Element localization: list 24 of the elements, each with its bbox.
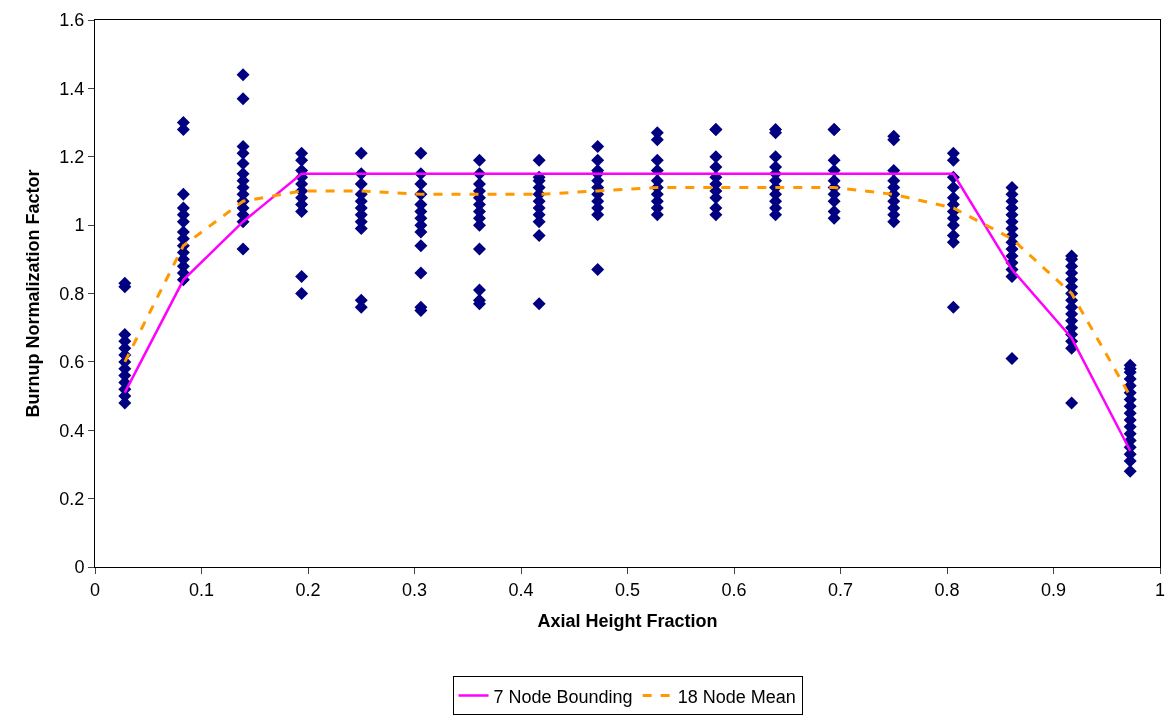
- x-tick-label: 0.5: [614, 579, 641, 600]
- y-tick-label: 1.6: [59, 10, 85, 31]
- y-tick-label: 0: [74, 557, 85, 578]
- x-tick-label: 0.1: [188, 579, 215, 600]
- x-tick-label: 0.2: [295, 579, 321, 600]
- y-tick-label: 0.8: [59, 283, 85, 304]
- y-tick-label: 1: [74, 215, 85, 236]
- x-tick-label: 0.9: [1040, 579, 1067, 600]
- x-tick-label: 0.8: [934, 579, 960, 600]
- y-tick-label: 0.2: [59, 488, 85, 509]
- x-tick-label: 0.4: [508, 579, 534, 600]
- y-tick-label: 0.6: [59, 352, 85, 373]
- y-tick-label: 1.2: [59, 147, 85, 168]
- x-tick-label: 0: [89, 579, 101, 600]
- x-tick-label: 0.7: [827, 579, 854, 600]
- x-axis-title: Axial Height Fraction: [537, 610, 718, 631]
- x-tick-label: 0.6: [721, 579, 747, 600]
- x-tick-label: 1: [1154, 579, 1166, 600]
- y-axis-title: Burnup Normalization Factor: [22, 169, 43, 418]
- x-tick-label: 0.3: [401, 579, 428, 600]
- legend-label: 7 Node Bounding: [493, 686, 633, 707]
- y-tick-label: 1.4: [59, 78, 85, 99]
- y-tick-label: 0.4: [59, 420, 85, 441]
- legend-label: 18 Node Mean: [677, 686, 796, 707]
